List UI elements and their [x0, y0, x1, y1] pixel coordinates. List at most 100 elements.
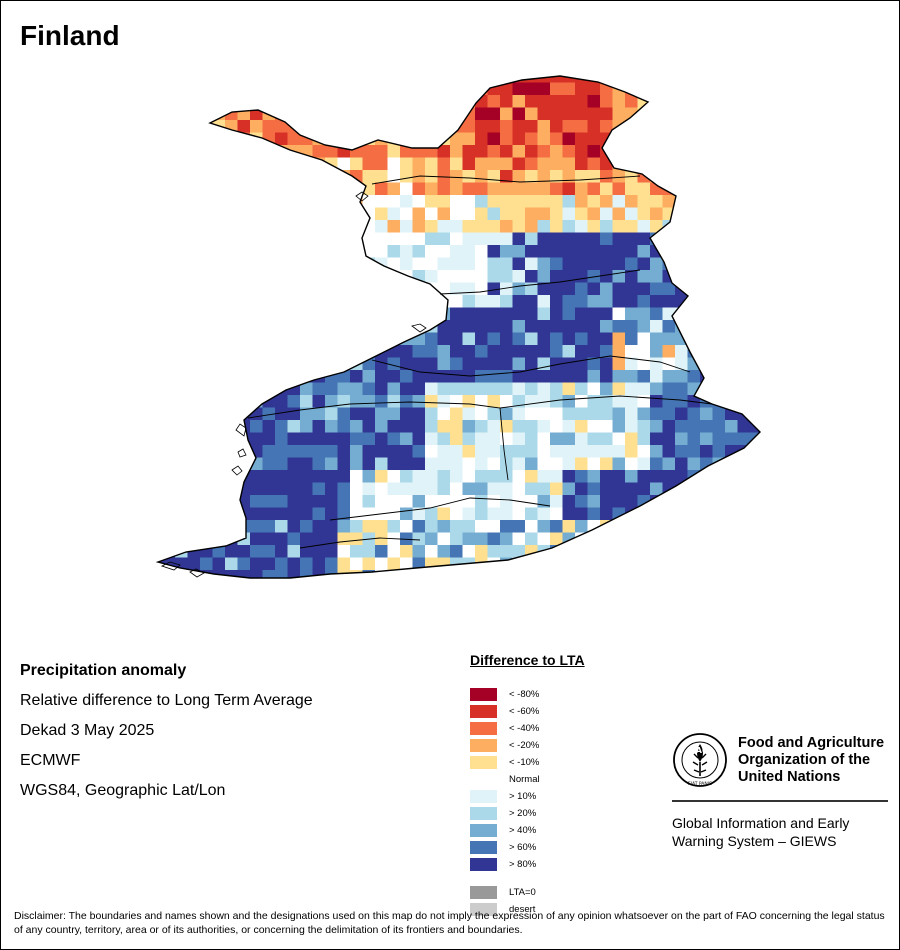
anomaly-cell: [700, 432, 713, 446]
anomaly-cell: [158, 545, 163, 558]
anomaly-cell: [225, 307, 238, 321]
anomaly-cell: [237, 82, 251, 96]
anomaly-cell: [425, 470, 438, 483]
anomaly-cell: [675, 76, 688, 83]
anomaly-cell: [175, 532, 188, 546]
anomaly-cell: [675, 520, 688, 533]
anomaly-cell: [400, 157, 413, 171]
anomaly-cell: [637, 170, 651, 183]
anomaly-cell: [212, 532, 226, 546]
anomaly-cell: [262, 307, 276, 321]
anomaly-cell: [487, 570, 501, 578]
anomaly-cell: [637, 482, 651, 496]
anomaly-cell: [725, 107, 738, 121]
anomaly-cell: [287, 332, 301, 346]
anomaly-cell: [200, 76, 213, 83]
anomaly-cell: [500, 332, 513, 346]
anomaly-cell: [737, 420, 751, 433]
anomaly-cell: [187, 345, 201, 358]
anomaly-cell: [637, 120, 651, 133]
anomaly-cell: [237, 120, 251, 133]
anomaly-cell: [687, 507, 701, 521]
anomaly-cell: [763, 270, 776, 283]
anomaly-cell: [450, 107, 463, 121]
anomaly-cell: [550, 457, 563, 471]
anomaly-cell: [362, 282, 376, 296]
anomaly-cell: [750, 395, 760, 408]
anomaly-cell: [300, 532, 313, 546]
anomaly-cell: [750, 445, 760, 458]
anomaly-cell: [687, 145, 701, 158]
anomaly-cell: [525, 95, 538, 108]
anomaly-cell: [512, 532, 526, 546]
anomaly-cell: [512, 557, 526, 571]
anomaly-cell: [412, 132, 426, 146]
anomaly-cell: [158, 132, 163, 146]
anomaly-cell: [212, 76, 226, 83]
anomaly-cell: [300, 482, 313, 496]
anomaly-cell: [487, 345, 501, 358]
anomaly-cell: [225, 420, 238, 433]
anomaly-cell: [725, 470, 738, 483]
anomaly-cell: [200, 107, 213, 121]
anomaly-cell: [175, 470, 188, 483]
anomaly-cell: [162, 132, 176, 146]
anomaly-cell: [525, 170, 538, 183]
precipitation-anomaly-map: [155, 75, 776, 579]
anomaly-cell: [650, 145, 663, 158]
anomaly-cell: [737, 76, 751, 83]
anomaly-cell: [325, 320, 338, 333]
anomaly-cell: [763, 495, 776, 508]
anomaly-cell: [325, 95, 338, 108]
anomaly-cell: [675, 107, 688, 121]
anomaly-cell: [737, 345, 751, 358]
anomaly-cell: [737, 532, 751, 546]
anomaly-cell: [275, 407, 288, 421]
anomaly-cell: [712, 370, 726, 383]
anomaly-cell: [400, 407, 413, 421]
anomaly-cell: [600, 382, 613, 396]
anomaly-cell: [525, 295, 538, 308]
anomaly-cell: [362, 482, 376, 496]
anomaly-cell: [162, 370, 176, 383]
anomaly-cell: [158, 520, 163, 533]
anomaly-cell: [600, 357, 613, 371]
anomaly-cell: [487, 495, 501, 508]
anomaly-cell: [500, 182, 513, 196]
anomaly-cell: [737, 407, 751, 421]
anomaly-cell: [587, 482, 601, 496]
anomaly-cell: [512, 207, 526, 221]
anomaly-cell: [675, 345, 688, 358]
anomaly-cell: [650, 345, 663, 358]
anomaly-cell: [675, 432, 688, 446]
anomaly-cell: [712, 570, 726, 578]
anomaly-cell: [400, 245, 413, 258]
anomaly-cell: [350, 107, 363, 121]
anomaly-cell: [250, 395, 263, 408]
anomaly-cell: [250, 345, 263, 358]
anomaly-cell: [737, 307, 751, 321]
anomaly-cell: [550, 345, 563, 358]
anomaly-cell: [763, 333, 776, 346]
anomaly-cell: [512, 520, 526, 533]
anomaly-cell: [350, 295, 363, 308]
anomaly-cell: [300, 557, 313, 571]
anomaly-cell: [612, 257, 626, 271]
anomaly-cell: [737, 245, 751, 258]
anomaly-cell: [162, 195, 176, 208]
anomaly-cell: [287, 170, 301, 183]
anomaly-cell: [400, 507, 413, 521]
anomaly-cell: [225, 257, 238, 271]
anomaly-cell: [158, 107, 163, 121]
anomaly-cell: [200, 520, 213, 533]
anomaly-cell: [575, 195, 588, 208]
anomaly-cell: [437, 482, 451, 496]
anomaly-cell: [487, 195, 501, 208]
anomaly-cell: [500, 220, 513, 233]
anomaly-cell: [763, 508, 776, 521]
anomaly-cell: [450, 157, 463, 171]
anomaly-cell: [325, 357, 338, 371]
anomaly-cell: [537, 170, 551, 183]
anomaly-cell: [312, 532, 326, 546]
anomaly-cell: [375, 470, 388, 483]
